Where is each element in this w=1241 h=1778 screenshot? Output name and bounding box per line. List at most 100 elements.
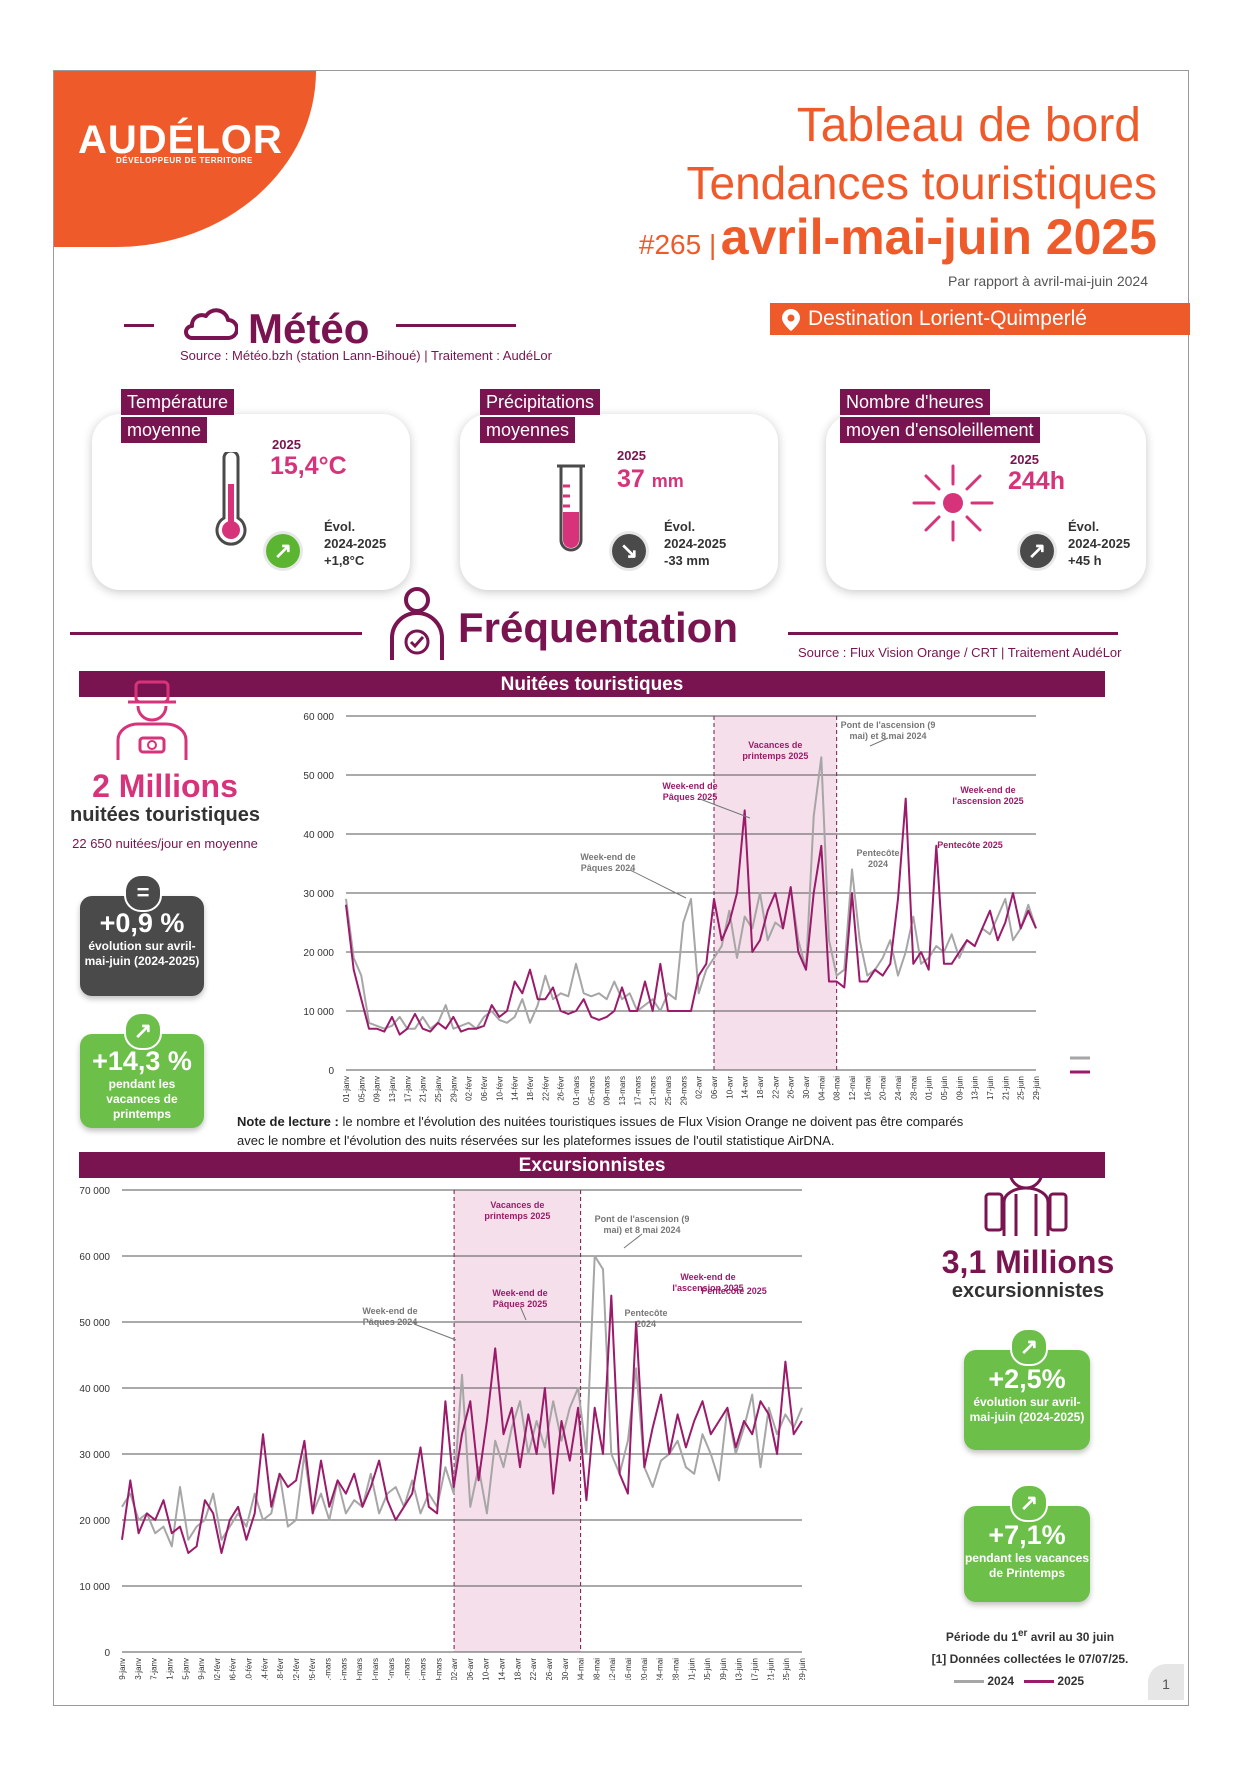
sunshine-value: 244h: [1008, 467, 1065, 495]
y-tick-label: 50 000: [303, 771, 334, 782]
x-tick-label: 12-mai: [848, 1076, 857, 1101]
sun-icon: [912, 464, 994, 542]
x-tick-label: 24-mai: [894, 1076, 903, 1101]
x-tick-label: 17-juin: [986, 1076, 995, 1100]
x-tick-label: 14-avr: [498, 1658, 507, 1680]
page-frame: [53, 70, 1189, 1706]
x-tick-label: 09-mars: [603, 1076, 612, 1105]
chart-annotation: Pâques 2024: [581, 863, 636, 873]
x-tick-label: 29-juin: [1032, 1076, 1041, 1100]
x-tick-label: 18-févr: [276, 1658, 285, 1680]
x-tick-label: 12-mai: [608, 1658, 617, 1680]
x-tick-label: 06-févr: [480, 1076, 489, 1101]
destination-label: Destination Lorient-Quimperlé: [808, 307, 1087, 330]
x-tick-label: 14-avr: [741, 1076, 750, 1099]
x-tick-label: 04-mai: [817, 1076, 826, 1101]
precipitation-tag-line-2: moyennes: [480, 417, 576, 443]
y-tick-label: 20 000: [79, 1516, 110, 1527]
chart-annotation: 2024: [868, 859, 888, 869]
x-tick-label: 10-févr: [495, 1076, 504, 1101]
frequentation-source: Source : Flux Vision Orange / CRT | Trai…: [798, 645, 1122, 660]
temperature-value: 15,4°C: [270, 452, 347, 480]
chart-annotation: 2024: [636, 1319, 656, 1329]
x-tick-label: 06-avr: [466, 1658, 475, 1680]
chart-annotation: Pentecôte: [856, 848, 899, 858]
y-tick-label: 30 000: [79, 1450, 110, 1461]
x-tick-label: 01-juin: [925, 1076, 934, 1100]
x-tick-label: 08-mai: [833, 1076, 842, 1101]
chart-annotation: l'ascension 2025: [952, 796, 1023, 806]
legend-swatch-2025: [1024, 1680, 1055, 1684]
chart-annotation: mai) et 8 mai 2024: [849, 731, 926, 741]
chart-annotation: Pâques 2024: [363, 1317, 418, 1327]
arrow-up-right-icon: ↗: [1010, 1484, 1048, 1522]
x-tick-label: 25-janv: [181, 1658, 190, 1680]
x-tick-label: 26-févr: [308, 1658, 317, 1680]
temperature-tag-line-2: moyenne: [121, 417, 208, 443]
y-tick-label: 50 000: [79, 1318, 110, 1329]
annotation-leader-line: [623, 1233, 643, 1249]
chart-annotation: Pont de l'ascension (9: [595, 1214, 690, 1224]
series-line-2025: [121, 1294, 803, 1554]
x-tick-label: 09-janv: [118, 1658, 127, 1680]
x-tick-label: 02-avr: [450, 1658, 459, 1680]
x-tick-label: 22-avr: [771, 1076, 780, 1099]
x-tick-label: 29-janv: [197, 1658, 206, 1680]
chart-annotation: Pâques 2025: [493, 1299, 548, 1309]
x-tick-label: 10-avr: [725, 1076, 734, 1099]
x-tick-label: 30-avr: [802, 1076, 811, 1099]
x-tick-label: 25-janv: [434, 1076, 443, 1102]
annotation-leader-line: [519, 1305, 527, 1321]
x-tick-label: 13-janv: [388, 1076, 397, 1102]
x-tick-label: 17-mars: [387, 1658, 396, 1680]
period: avril-mai-juin 2025: [720, 209, 1157, 265]
x-tick-label: 13-juin: [735, 1658, 744, 1680]
y-tick-label: 20 000: [303, 948, 334, 959]
excursionnistes-chart: 0 10 000 20 000 30 000 40 000 50 000 60 000 70 …: [79, 1186, 807, 1680]
x-tick-label: 05-mars: [339, 1658, 348, 1680]
x-tick-label: 01-mars: [324, 1658, 333, 1680]
nuitees-daily: 22 650 nuitées/jour en moyenne: [72, 836, 258, 851]
x-tick-label: 04-mai: [577, 1658, 586, 1680]
destination-banner: Destination Lorient-Quimperlé: [770, 303, 1190, 335]
section-line-left: [124, 324, 154, 327]
x-tick-label: 14-févr: [511, 1076, 520, 1101]
precipitation-year: 2025: [617, 448, 646, 463]
logo: AUDÉLOR: [78, 118, 283, 162]
annotation-leader-line: [699, 798, 751, 819]
x-tick-label: 28-mai: [909, 1076, 918, 1101]
y-tick-label: 60 000: [303, 712, 334, 723]
x-tick-label: 02-févr: [213, 1658, 222, 1680]
chart-annotation: Week-end de: [680, 1272, 735, 1282]
x-tick-label: 22-févr: [292, 1658, 301, 1680]
chart-annotation: Pâques 2025: [663, 792, 718, 802]
x-tick-label: 16-mai: [863, 1076, 872, 1101]
sunshine-evolution: Évol. 2024-2025 +45 h: [1068, 519, 1131, 568]
chart-annotation: l'ascension 2025: [672, 1283, 743, 1293]
sunshine-tag-line-2: moyen d'ensoleillement: [840, 417, 1040, 443]
x-tick-label: 09-janv: [373, 1076, 382, 1102]
excursionnistes-evolution-badge: +2,5% évolution sur avril-mai-juin (2024…: [964, 1350, 1090, 1450]
chart-annotation: Week-end de: [960, 785, 1015, 795]
y-tick-label: 0: [104, 1648, 110, 1659]
annotation-leader-line: [869, 737, 889, 747]
vacances-shading: [454, 1190, 581, 1652]
x-tick-label: 13-mars: [618, 1076, 627, 1105]
precipitation-value: 37 mm: [617, 465, 684, 493]
arrow-up-right-icon: ↗: [266, 534, 300, 568]
y-tick-label: 30 000: [303, 889, 334, 900]
y-tick-label: 0: [328, 1066, 334, 1077]
x-tick-label: 05-juin: [940, 1076, 949, 1100]
x-tick-label: 18-févr: [526, 1076, 535, 1101]
sunshine-tag-line-1: Nombre d'heures: [840, 389, 990, 415]
series-line-2024: [345, 756, 1037, 1030]
chart-annotation: Week-end de: [662, 781, 717, 791]
nuitees-chart: 0 10 000 20 000 30 000 40 000 50 000 60 000 01-…: [303, 712, 1090, 1105]
series-line-2025: [345, 797, 1037, 1036]
x-tick-label: 21-mars: [649, 1076, 658, 1105]
location-pin-icon: [782, 309, 800, 331]
issue-number: #265 |: [638, 229, 717, 260]
x-tick-label: 21-janv: [419, 1076, 428, 1102]
frequentation-title: Fréquentation: [458, 604, 738, 651]
x-tick-label: 01-juin: [687, 1658, 696, 1680]
